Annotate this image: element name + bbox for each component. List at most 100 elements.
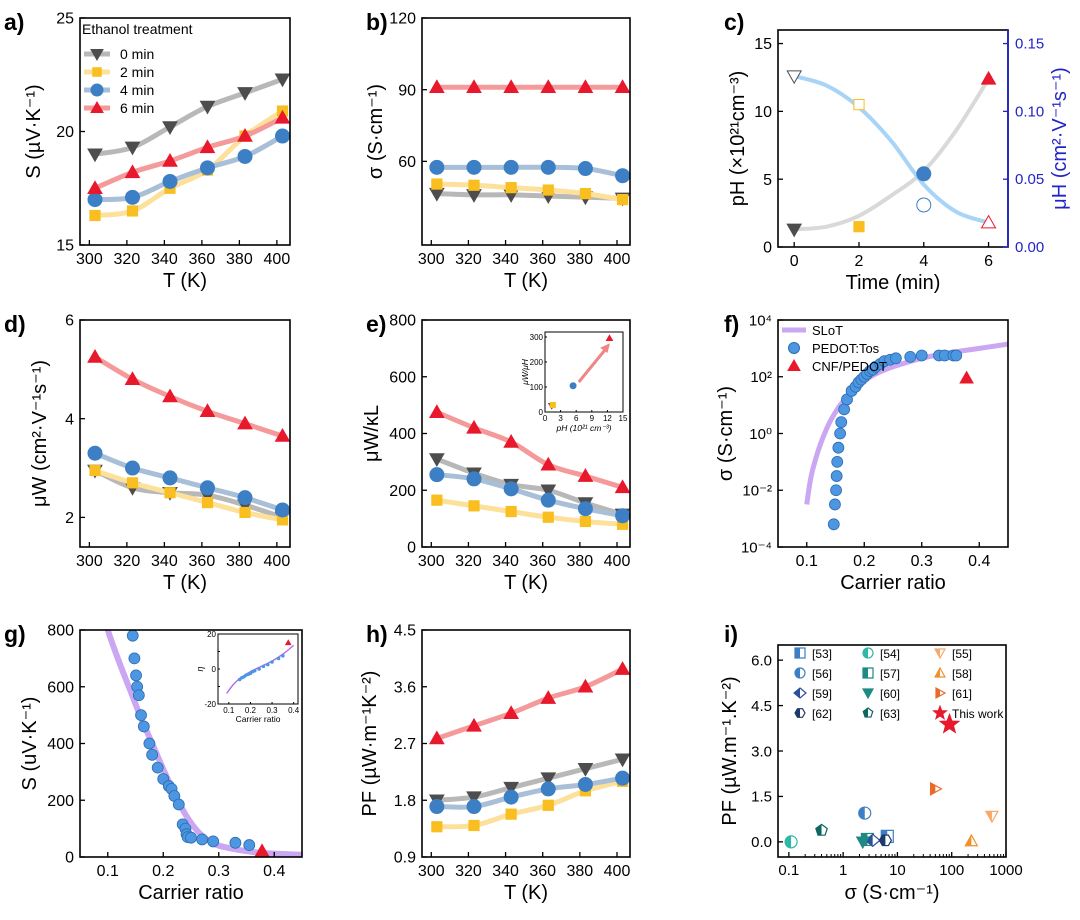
legend-label: [57]: [880, 667, 900, 681]
y-tick-label: 0.0: [751, 834, 772, 851]
x-tick-label: 360: [529, 553, 556, 570]
inset-y-label: η: [195, 667, 205, 672]
legend-label: [63]: [880, 707, 900, 721]
pedot-tos-point: [207, 835, 220, 848]
data-point: [503, 781, 520, 796]
y-tick-label: 800: [47, 623, 74, 640]
pedot-tos-point: [838, 403, 851, 416]
series-line: [434, 778, 626, 830]
panel-a: 300 320 340 360 380 400 15 20 25 a) Ethanol treatm…: [4, 9, 291, 292]
y2-tick-label: 0.10: [1015, 103, 1044, 120]
y-tick-label: 1.5: [751, 789, 772, 806]
x-axis-label: T (K): [163, 270, 207, 292]
data-point: [87, 445, 103, 461]
x-tick-label: 0.4: [263, 863, 285, 880]
data-point: [274, 73, 291, 88]
x-tick-label: 360: [189, 553, 216, 570]
pedot-tos-point: [829, 498, 841, 511]
data-point: [428, 404, 445, 418]
data-point: [87, 349, 103, 363]
pedot-tos-point: [832, 441, 845, 454]
plot-frame: [79, 319, 291, 548]
x-tick-label: 380: [567, 863, 594, 880]
inset-point: [252, 668, 257, 673]
data-point: [964, 833, 979, 847]
pedot-tos-point: [146, 748, 159, 761]
pedot-tos-point: [889, 352, 902, 365]
panel-label: e): [366, 311, 386, 337]
series-line: [92, 133, 285, 203]
x-tick-label: 340: [151, 251, 178, 268]
y-tick-label: 15: [754, 36, 772, 53]
data-point: [126, 477, 139, 489]
x-tick-label: 0.3: [911, 553, 933, 570]
x-tick-label: 300: [418, 553, 445, 570]
plot-frame: [777, 29, 1009, 248]
data-point: [466, 471, 482, 487]
data-point: [984, 810, 999, 824]
data-point: [503, 79, 520, 94]
x-tick-label: 380: [226, 251, 253, 268]
y-tick-label: 10⁻⁴: [741, 539, 772, 556]
inset-x-tick-label: 0.3: [266, 706, 278, 715]
legend-label: This work: [952, 707, 1004, 721]
marker-fill: [879, 835, 886, 846]
y-tick-label: 10⁴: [749, 312, 772, 329]
x-tick-label: 360: [529, 251, 556, 268]
data-point: [200, 160, 215, 176]
data-point: [428, 79, 445, 94]
pedot-tos-point: [904, 350, 917, 363]
y-axis-label: σ (S·cm⁻¹): [365, 84, 387, 179]
data-point: [815, 823, 828, 836]
legend-marker: [862, 707, 874, 718]
inset-x-tick-label: 15: [619, 414, 628, 423]
x-tick-label: 300: [76, 553, 103, 570]
inset-point: [265, 662, 270, 667]
data-point: [125, 460, 140, 476]
x-tick-label: 340: [492, 863, 519, 880]
y2-axis-label: μH (cm²·V⁻¹s⁻¹): [1049, 67, 1071, 210]
x-axis-label: Carrier ratio: [840, 572, 946, 594]
data-point: [503, 705, 520, 719]
data-point: [274, 109, 291, 124]
trend-line-mobility: [793, 74, 990, 225]
legend-marker: [788, 342, 800, 354]
y-tick-label: 90: [398, 82, 416, 99]
y-tick-label: 400: [389, 426, 416, 443]
x-tick-label: 1000: [989, 862, 1022, 879]
data-point: [540, 484, 557, 499]
data-point: [199, 139, 216, 154]
panel-h: 300 320 340 360 380 400 0.9 1.8 2.7 3.6 4.5 h) T (K)…: [359, 621, 631, 904]
x-tick-label: 1: [839, 862, 847, 879]
data-point: [577, 161, 593, 177]
inset-x-tick-label: 0.2: [245, 706, 257, 715]
panel-label: i): [724, 621, 738, 647]
y-tick-label: 10⁻²: [742, 483, 772, 500]
y-tick-label: 25: [56, 11, 74, 28]
x-tick-label: 340: [151, 553, 178, 570]
legend-label: [56]: [812, 667, 832, 681]
x-tick-label: 320: [455, 553, 482, 570]
pedot-tos-point: [229, 836, 242, 849]
inset-x-tick-label: 3: [558, 414, 563, 423]
data-point: [540, 690, 557, 704]
pedot-tos-point: [132, 689, 145, 702]
x-tick-label: 360: [189, 251, 216, 268]
y-tick-label: 5: [763, 172, 772, 189]
right-axis: 0.00 0.05 0.10 0.15: [1003, 30, 1044, 256]
data-point: [275, 502, 290, 518]
marker-fill: [985, 811, 992, 823]
data-point: [542, 799, 554, 811]
data-point: [199, 100, 216, 115]
data-point: [466, 159, 482, 175]
marker-fill: [785, 835, 792, 848]
x-tick-label: 400: [264, 251, 291, 268]
data-point: [540, 492, 556, 508]
pedot-tos-point: [196, 833, 209, 846]
inset-y-tick-label: 100: [530, 383, 544, 392]
x-tick-label: 340: [492, 553, 519, 570]
y-axis-label: μW (cm²·V⁻¹s⁻¹): [29, 360, 51, 507]
y-tick-label: 800: [389, 313, 416, 330]
